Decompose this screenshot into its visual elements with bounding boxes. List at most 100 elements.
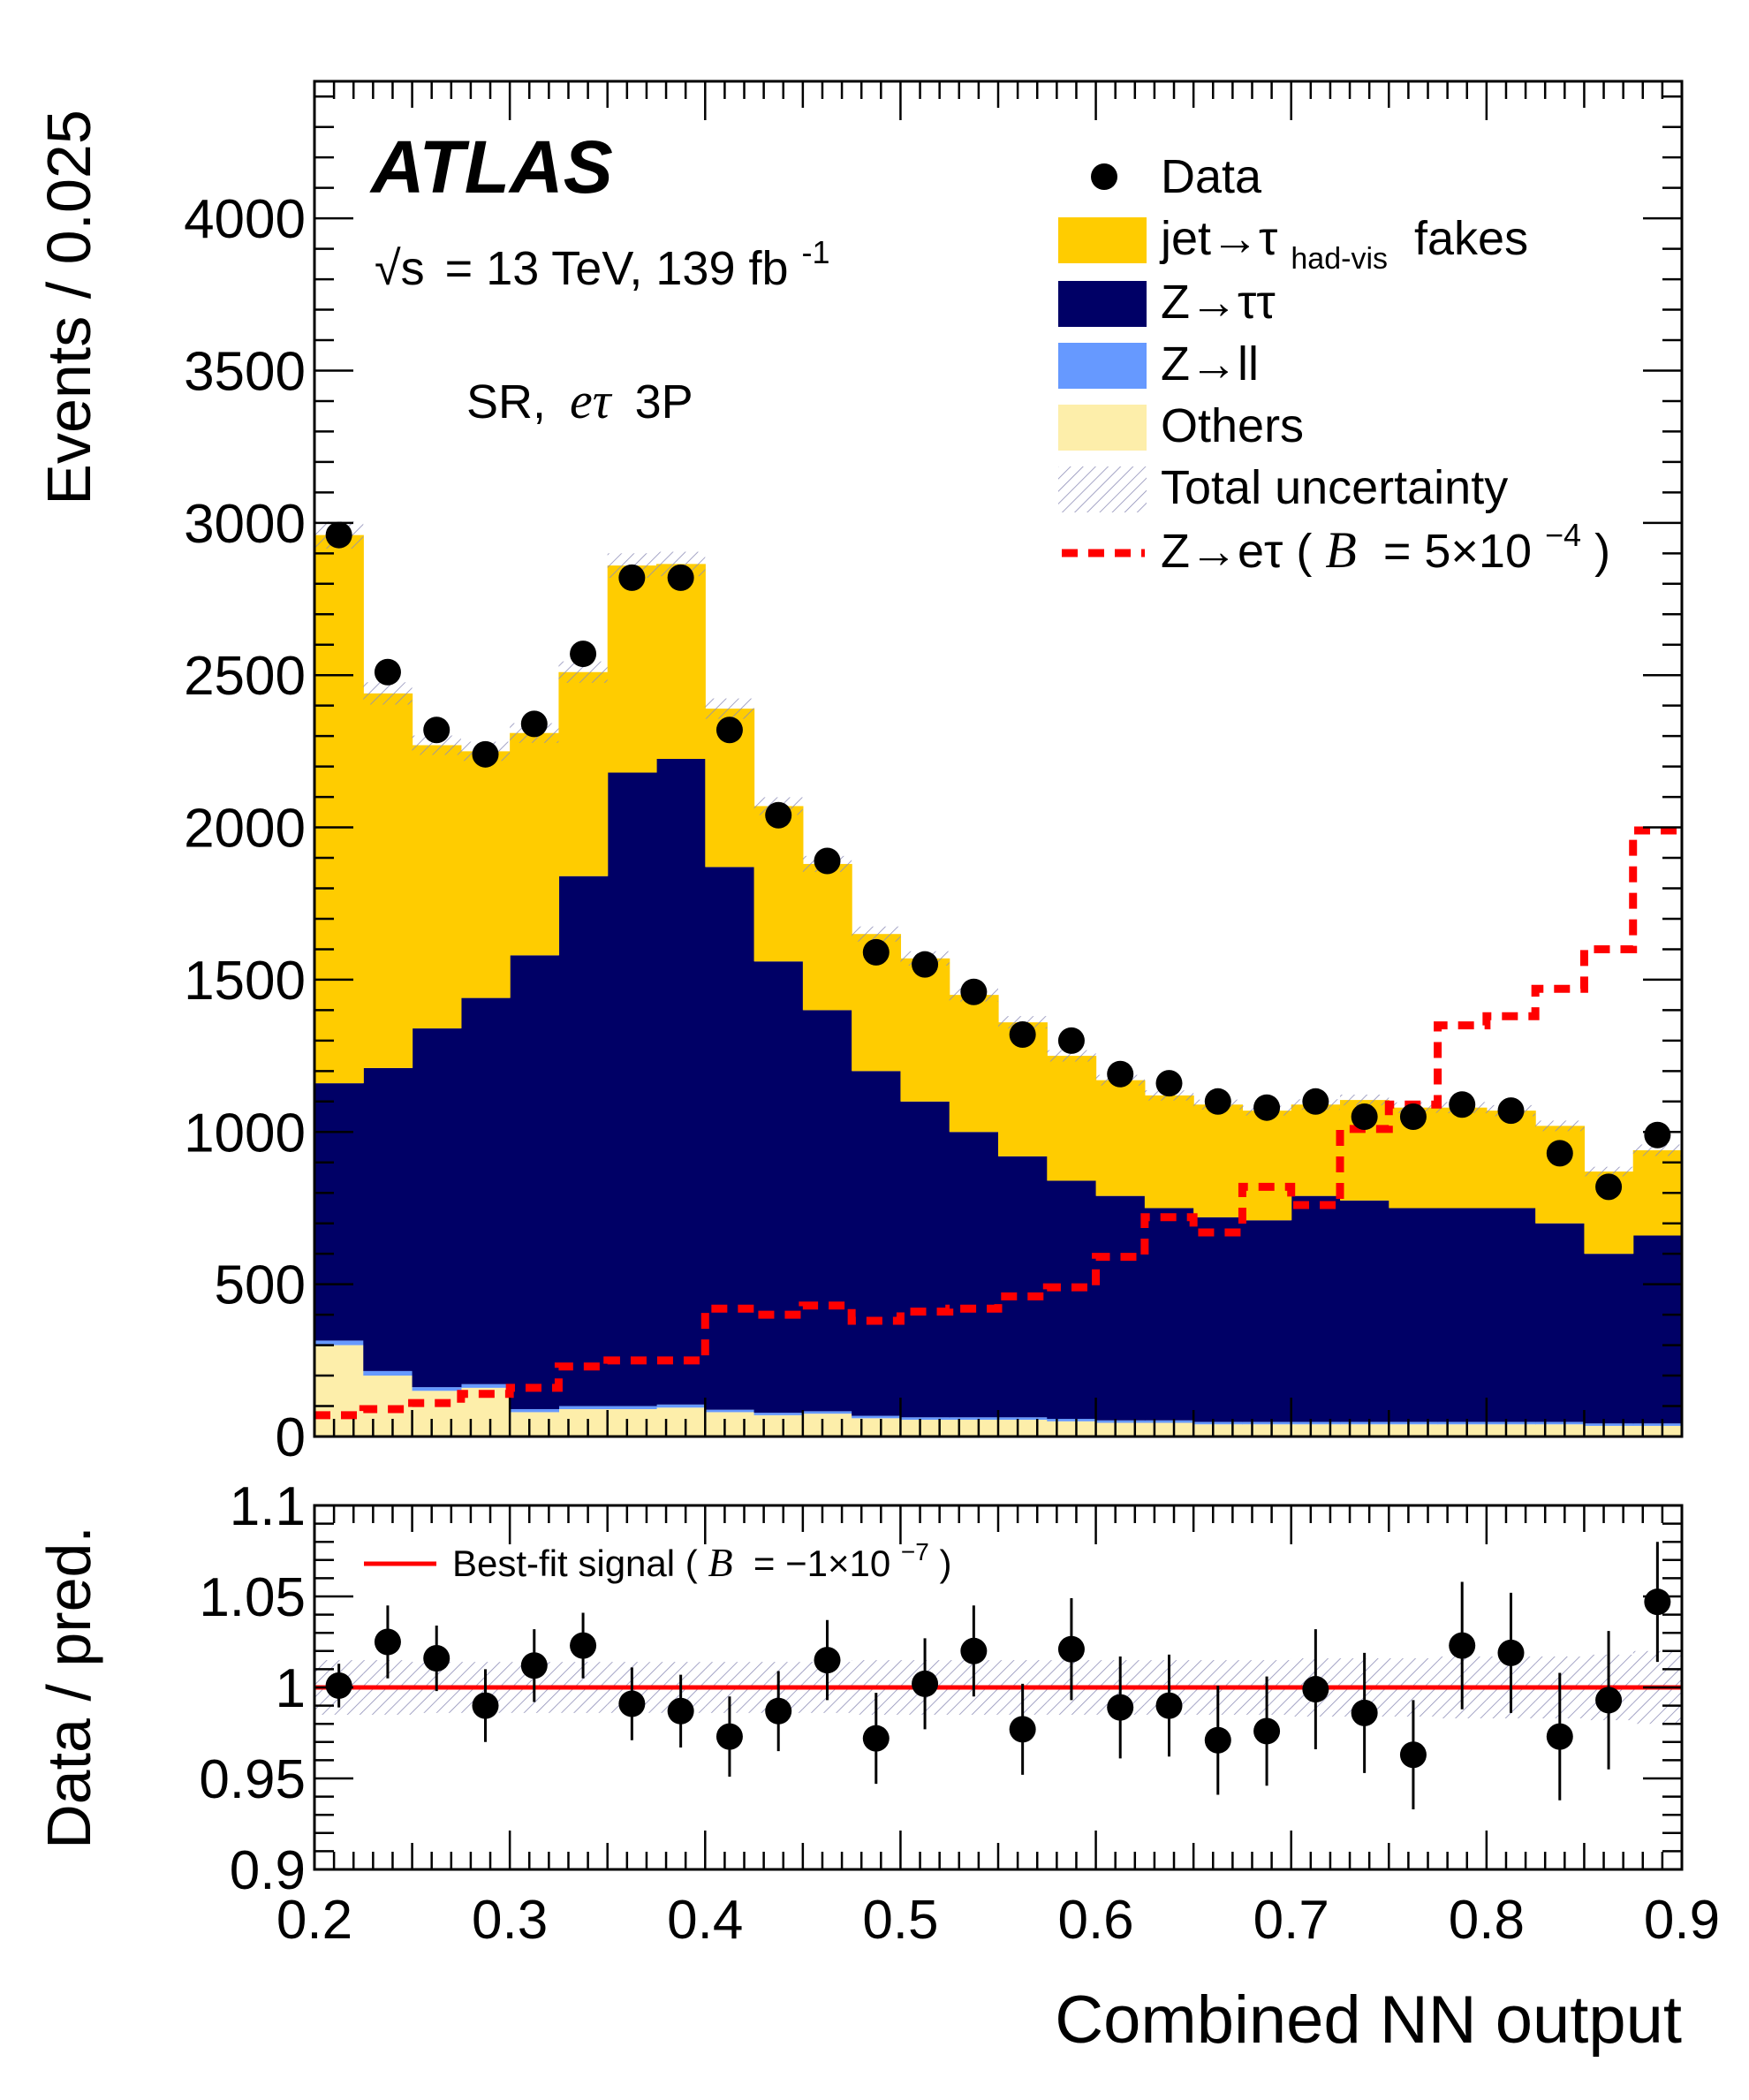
bar-ztautau-25 [1535,1223,1586,1422]
y-tick-label: 1000 [184,1103,306,1164]
energy-sqrt: √s [375,242,425,295]
bar-zll-0 [314,1340,364,1346]
x-tick-label: 0.7 [1253,1890,1329,1951]
bar-fakes-18 [1193,1104,1244,1217]
ratio-point-4 [520,1652,548,1679]
bar-ztautau-10 [802,1010,852,1412]
x-axis-title: Combined NN output [1055,1982,1682,2058]
data-point-23 [1449,1091,1476,1118]
bar-zll-9 [753,1413,804,1415]
bar-ztautau-7 [656,759,706,1405]
bar-ztautau-17 [1144,1208,1194,1421]
bar-ztautau-12 [900,1101,950,1418]
data-point-15 [1057,1027,1085,1054]
ratio-point-2 [423,1645,450,1672]
ratio-point-19 [1253,1717,1281,1745]
bar-zll-26 [1584,1423,1634,1426]
atlas-label: ATLAS [369,125,613,208]
ratio-point-26 [1595,1687,1623,1714]
bar-others-22 [1389,1424,1439,1437]
bar-zll-4 [510,1408,560,1413]
bar-ztautau-15 [1047,1180,1097,1420]
bar-fakes-10 [802,863,852,1011]
signal-histogram [314,826,1682,1420]
bar-others-4 [510,1412,560,1437]
bar-fakes-16 [1095,1080,1146,1196]
x-tick-label: 0.2 [276,1890,352,1951]
bar-zll-3 [460,1384,511,1388]
bar-zll-20 [1291,1421,1341,1425]
ratio-point-7 [667,1697,694,1725]
bar-ztautau-23 [1437,1208,1488,1422]
bar-zll-19 [1242,1421,1292,1425]
data-points [325,521,1671,1201]
ratio-point-16 [1107,1694,1134,1721]
data-point-18 [1204,1088,1231,1115]
bar-fakes-1 [363,693,413,1068]
bar-ztautau-0 [314,1083,364,1341]
bar-others-9 [753,1414,804,1437]
ratio-legend-exp: −7 [901,1538,929,1566]
ratio-point-1 [374,1628,401,1656]
ratio-y-tick-label: 0.9 [230,1840,306,1901]
legend-fakes-sub: had-vis [1291,242,1388,276]
ratio-point-23 [1449,1632,1476,1659]
data-point-21 [1351,1103,1378,1131]
bar-fakes-2 [412,745,462,1029]
legend-uncertainty-swatch [1058,466,1147,512]
ratio-point-14 [1009,1716,1036,1743]
bar-fakes-3 [460,751,511,998]
bar-others-26 [1584,1425,1634,1437]
bar-others-25 [1535,1424,1586,1437]
x-tick-label: 0.5 [862,1890,938,1951]
main-stack [314,534,1682,1437]
ratio-point-22 [1399,1741,1427,1769]
bar-ztautau-8 [705,867,755,1410]
bar-others-8 [705,1412,755,1437]
y-tick-label: 0 [276,1407,306,1468]
ratio-point-12 [912,1670,939,1697]
ratio-point-8 [716,1723,743,1750]
y-tick-label: 3500 [184,341,306,402]
legend-data-marker [1091,163,1117,190]
bar-others-0 [314,1345,364,1437]
bar-ztautau-3 [460,997,511,1384]
data-point-3 [472,740,499,768]
legend-fakes-main: jet→τ [1159,212,1277,265]
uncertainty-bin-2 [412,735,461,755]
ratio-point-10 [814,1647,841,1674]
bar-fakes-5 [558,671,609,876]
uncertainty-bin-15 [1047,1050,1096,1062]
ratio-legend: Best-fit signal ( B = −1×10 −7 ) [364,1538,952,1585]
bar-zll-11 [852,1415,902,1419]
data-point-19 [1253,1094,1281,1121]
region-channel: eτ [570,372,613,429]
legend-signal-eq: = 5×10 [1370,525,1532,578]
bar-ztautau-4 [510,955,560,1409]
bar-fakes-9 [753,806,804,962]
legend-signal-exp: −4 [1545,517,1581,553]
bar-ztautau-26 [1584,1254,1634,1424]
bar-ztautau-1 [363,1067,413,1371]
ratio-point-15 [1057,1635,1085,1663]
bar-fakes-20 [1291,1104,1341,1196]
bar-fakes-6 [607,565,657,773]
ratio-point-18 [1204,1726,1231,1754]
data-point-2 [423,716,450,744]
legend-signal-close: ) [1594,525,1610,578]
uncertainty-bin-25 [1535,1120,1585,1132]
ratio-point-27 [1644,1588,1671,1616]
data-point-7 [667,564,694,591]
data-point-16 [1107,1060,1134,1088]
ratio-legend-eq: = −1×10 [743,1543,890,1584]
bar-zll-18 [1193,1421,1244,1425]
bar-ztautau-9 [753,961,804,1414]
legend-data-label: Data [1161,150,1262,203]
y-tick-label: 2500 [184,646,306,707]
bar-ztautau-13 [949,1132,999,1418]
ratio-point-20 [1302,1676,1329,1703]
data-point-5 [570,641,597,668]
bar-others-6 [607,1408,657,1437]
data-point-20 [1302,1088,1329,1115]
